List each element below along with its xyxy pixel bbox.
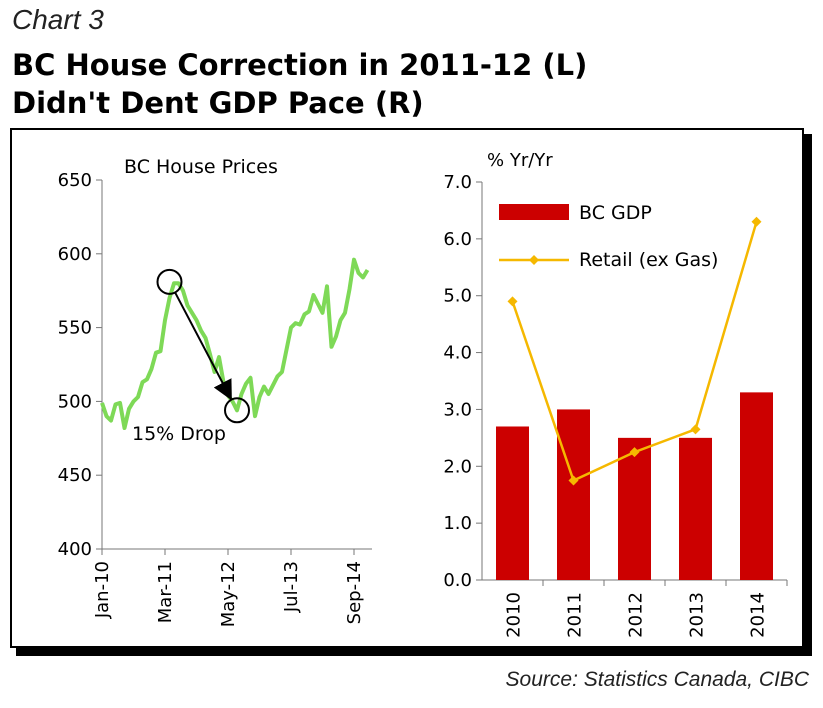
house-price-line (100, 257, 370, 430)
retail-point (507, 296, 518, 307)
right-y-tick-label: 1.0 (443, 513, 472, 534)
gdp-bar (740, 392, 773, 580)
left-y-tick-label: 650 (58, 170, 92, 191)
title-line-1: BC House Correction in 2011-12 (L) (12, 48, 588, 82)
retail-point (751, 216, 762, 227)
chart-title: BC House Correction in 2011-12 (L) Didn'… (12, 46, 812, 122)
right-y-axis-label: % Yr/Yr (487, 150, 553, 171)
left-y-tick-label: 550 (58, 318, 92, 339)
left-x-tick-label: Sep-14 (344, 561, 365, 624)
gdp-bar (679, 437, 712, 580)
left-y-tick-label: 500 (58, 391, 92, 412)
left-x-tick-label: Mar-11 (155, 561, 176, 623)
retail-point (690, 424, 701, 435)
drop-arrow (174, 292, 232, 401)
trough-circle (224, 397, 250, 424)
chart-number: Chart 3 (12, 4, 104, 35)
house-price-chart: 400 450 500 550 600 650 Jan-10 Mar-11 May-12 Jul-… (58, 156, 372, 627)
left-x-tick-label: Jul-13 (281, 561, 302, 613)
right-x-tick-label: 2014 (748, 592, 769, 638)
left-y-tick-label: 400 (58, 539, 92, 560)
right-x-tick-label: 2012 (626, 592, 647, 638)
right-y-tick-label: 3.0 (443, 399, 472, 420)
left-x-tick-label: May-12 (218, 561, 239, 627)
gdp-retail-chart: 0.0 1.0 2.0 3.0 4.0 5.0 6.0 7.0 % Yr/Yr 2010 2011 2… (443, 150, 788, 638)
chart-frame: 400 450 500 550 600 650 Jan-10 Mar-11 May-12 Jul-… (10, 128, 804, 648)
peak-circle (156, 268, 183, 295)
retail-point (568, 475, 579, 486)
right-x-tick-label: 2011 (565, 592, 586, 638)
right-y-tick-label: 7.0 (443, 172, 472, 193)
left-x-tick-label: Jan-10 (92, 561, 113, 619)
source-note: Source: Statistics Canada, CIBC (505, 668, 809, 691)
retail-point (629, 447, 640, 458)
left-y-tick-label: 600 (58, 244, 92, 265)
gdp-bar (618, 437, 651, 580)
legend-retail-marker (529, 255, 539, 265)
legend-gdp-swatch (499, 204, 569, 220)
charts-canvas: 400 450 500 550 600 650 Jan-10 Mar-11 May-12 Jul-… (58, 150, 788, 638)
right-y-tick-label: 6.0 (443, 229, 472, 250)
right-y-tick-label: 0.0 (443, 570, 472, 591)
title-line-2: Didn't Dent GDP Pace (R) (12, 86, 424, 120)
gdp-bar (496, 426, 529, 580)
drop-annotation: 15% Drop (132, 423, 226, 445)
right-y-tick-label: 2.0 (443, 456, 472, 477)
left-chart-title: BC House Prices (124, 156, 278, 178)
legend-retail-label: Retail (ex Gas) (579, 249, 718, 271)
right-y-tick-label: 4.0 (443, 343, 472, 364)
legend-gdp-label: BC GDP (579, 202, 652, 224)
gdp-bar (557, 409, 590, 580)
right-x-tick-label: 2013 (687, 592, 708, 638)
left-y-tick-label: 450 (58, 465, 92, 486)
right-y-tick-label: 5.0 (443, 286, 472, 307)
right-x-tick-label: 2010 (504, 592, 525, 638)
